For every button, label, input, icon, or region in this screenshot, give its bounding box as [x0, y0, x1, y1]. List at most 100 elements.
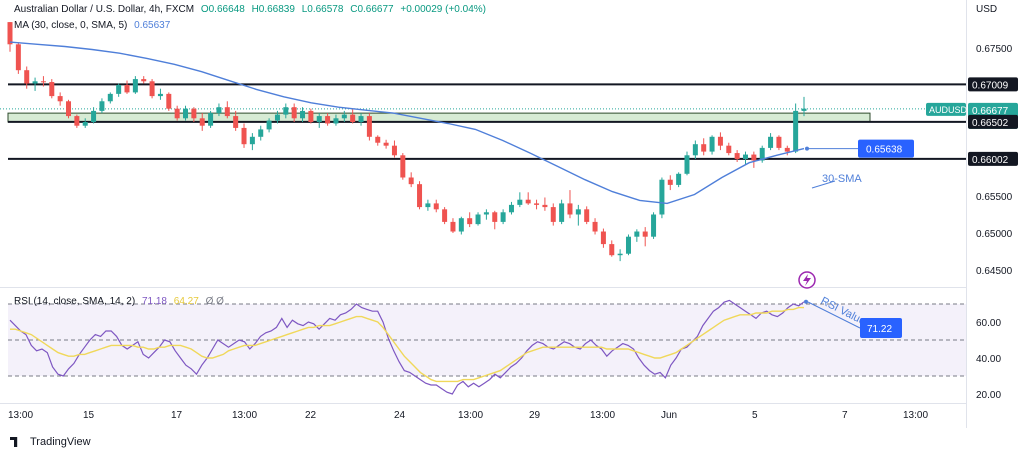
candle-body	[525, 199, 531, 204]
candle-body	[692, 144, 698, 156]
ohlc-close: C0.66677	[350, 4, 394, 15]
candle-body	[575, 209, 581, 215]
candle-body	[625, 236, 631, 254]
candle-body	[467, 218, 473, 225]
candle-body	[40, 81, 46, 83]
candle-body	[651, 214, 657, 237]
time-tick-label: 13:00	[8, 410, 33, 421]
time-axis-ticks: 13:00 15 17 13:00 22 24 13:00 29 13:00 Jun 5 7 13:00	[8, 410, 928, 421]
horizontal-levels	[0, 83, 966, 160]
sma-badge-bg	[858, 139, 914, 158]
price-tick-label: 0.65500	[976, 192, 1013, 203]
brand-label: TradingView	[30, 436, 91, 448]
candle-body	[383, 142, 389, 146]
symbol-legend[interactable]: Australian Dollar / U.S. Dollar, 4h, FXC…	[14, 4, 490, 15]
symbol-tag-bg	[926, 102, 966, 116]
candle-body	[249, 136, 255, 145]
symbol-tag-text: AUDUSD	[929, 105, 968, 115]
candle-body	[82, 122, 88, 126]
candle-body	[483, 212, 489, 215]
ohlc-low: L0.66578	[301, 4, 344, 15]
candle-body	[642, 231, 648, 237]
candle-body	[208, 113, 214, 126]
candle-body	[224, 107, 230, 117]
time-tick-label: Jun	[661, 410, 677, 421]
candle-body	[659, 179, 665, 215]
candle-body	[701, 144, 707, 152]
candle-body	[15, 44, 21, 71]
candle-body	[425, 203, 431, 208]
ma-line	[9, 41, 805, 205]
candles	[7, 22, 807, 262]
candle-body	[442, 209, 448, 222]
candle-body	[107, 93, 113, 102]
badge-level-670-text: 0.67009	[972, 80, 1009, 91]
time-tick-label: 5	[752, 410, 758, 421]
candle-body	[734, 153, 740, 159]
rsi-badge-text: 71.22	[867, 324, 892, 335]
candle-body	[417, 184, 423, 208]
candle-body	[291, 107, 297, 119]
price-badges: 0.670090.6667701:39:470.665020.66002AUDU…	[858, 77, 1018, 338]
candle-body	[492, 212, 498, 222]
rsi-tick-label: 40.00	[976, 354, 1001, 365]
time-tick-label: 13:00	[590, 410, 615, 421]
time-tick-label: 7	[842, 410, 848, 421]
rsi-line	[9, 299, 805, 395]
candle-body	[550, 207, 556, 222]
candle-body	[183, 108, 189, 119]
ma-line-group	[9, 41, 858, 205]
candle-body	[751, 154, 757, 161]
candle-body	[350, 114, 356, 122]
candle-body	[216, 107, 222, 114]
candle-body	[475, 214, 481, 225]
rsi-legend-value2: 64.27	[173, 296, 199, 307]
time-tick-label: 13:00	[232, 410, 257, 421]
candle-body	[784, 147, 790, 152]
candle-body	[768, 136, 774, 148]
rsi-end-dot	[804, 299, 808, 304]
candle-body	[742, 154, 748, 159]
rsi-legend[interactable]: RSI (14, close, SMA, 14, 2) 71.18 64.27 …	[14, 296, 228, 307]
candle-body	[617, 253, 623, 256]
price-tick-label: 0.65000	[976, 229, 1013, 240]
candle-body	[776, 136, 782, 148]
rsi-tick-label: 60.00	[976, 318, 1001, 329]
candle-body	[726, 145, 732, 154]
candle-body	[132, 79, 138, 93]
candle-body	[400, 155, 406, 178]
symbol-name: Australian Dollar / U.S. Dollar, 4h, FXC…	[14, 4, 195, 15]
candle-body	[24, 70, 30, 84]
candle-body	[634, 231, 640, 237]
candle-body	[66, 101, 72, 117]
ohlc-high: H0.66839	[251, 4, 295, 15]
time-tick-label: 24	[394, 410, 406, 421]
sma-badge-text: 0.65638	[866, 145, 903, 156]
sma-annotation-label: 30-SMA	[822, 173, 862, 185]
rsi-badge-bg	[860, 318, 902, 338]
candle-body	[358, 116, 364, 122]
price-tick-label: 0.64500	[976, 266, 1013, 277]
price-axis-ticks: 0.675000.670090.665020.660020.655000.650…	[976, 44, 1013, 401]
candle-body	[316, 116, 322, 122]
candle-body	[191, 108, 197, 119]
time-tick-label: 22	[305, 410, 317, 421]
currency-label: USD	[976, 4, 998, 15]
ma-legend[interactable]: MA (30, close, 0, SMA, 5) 0.65637	[14, 20, 174, 31]
candle-body	[308, 110, 314, 122]
tradingview-brand[interactable]: TradingView	[10, 436, 91, 448]
candle-body	[450, 221, 456, 232]
badge-level-665-bg	[968, 114, 1018, 129]
rsi-tick-label: 20.00	[976, 390, 1001, 401]
candle-body	[391, 145, 397, 156]
time-tick-label: 29	[529, 410, 541, 421]
candle-body	[508, 204, 514, 213]
candle-body	[116, 85, 122, 94]
candle-body	[325, 116, 331, 124]
candle-body	[676, 173, 682, 185]
ma-legend-label: MA (30, close, 0, SMA, 5)	[14, 20, 128, 31]
candle-body	[149, 81, 155, 97]
candle-body	[141, 79, 147, 82]
candle-body	[709, 136, 715, 152]
